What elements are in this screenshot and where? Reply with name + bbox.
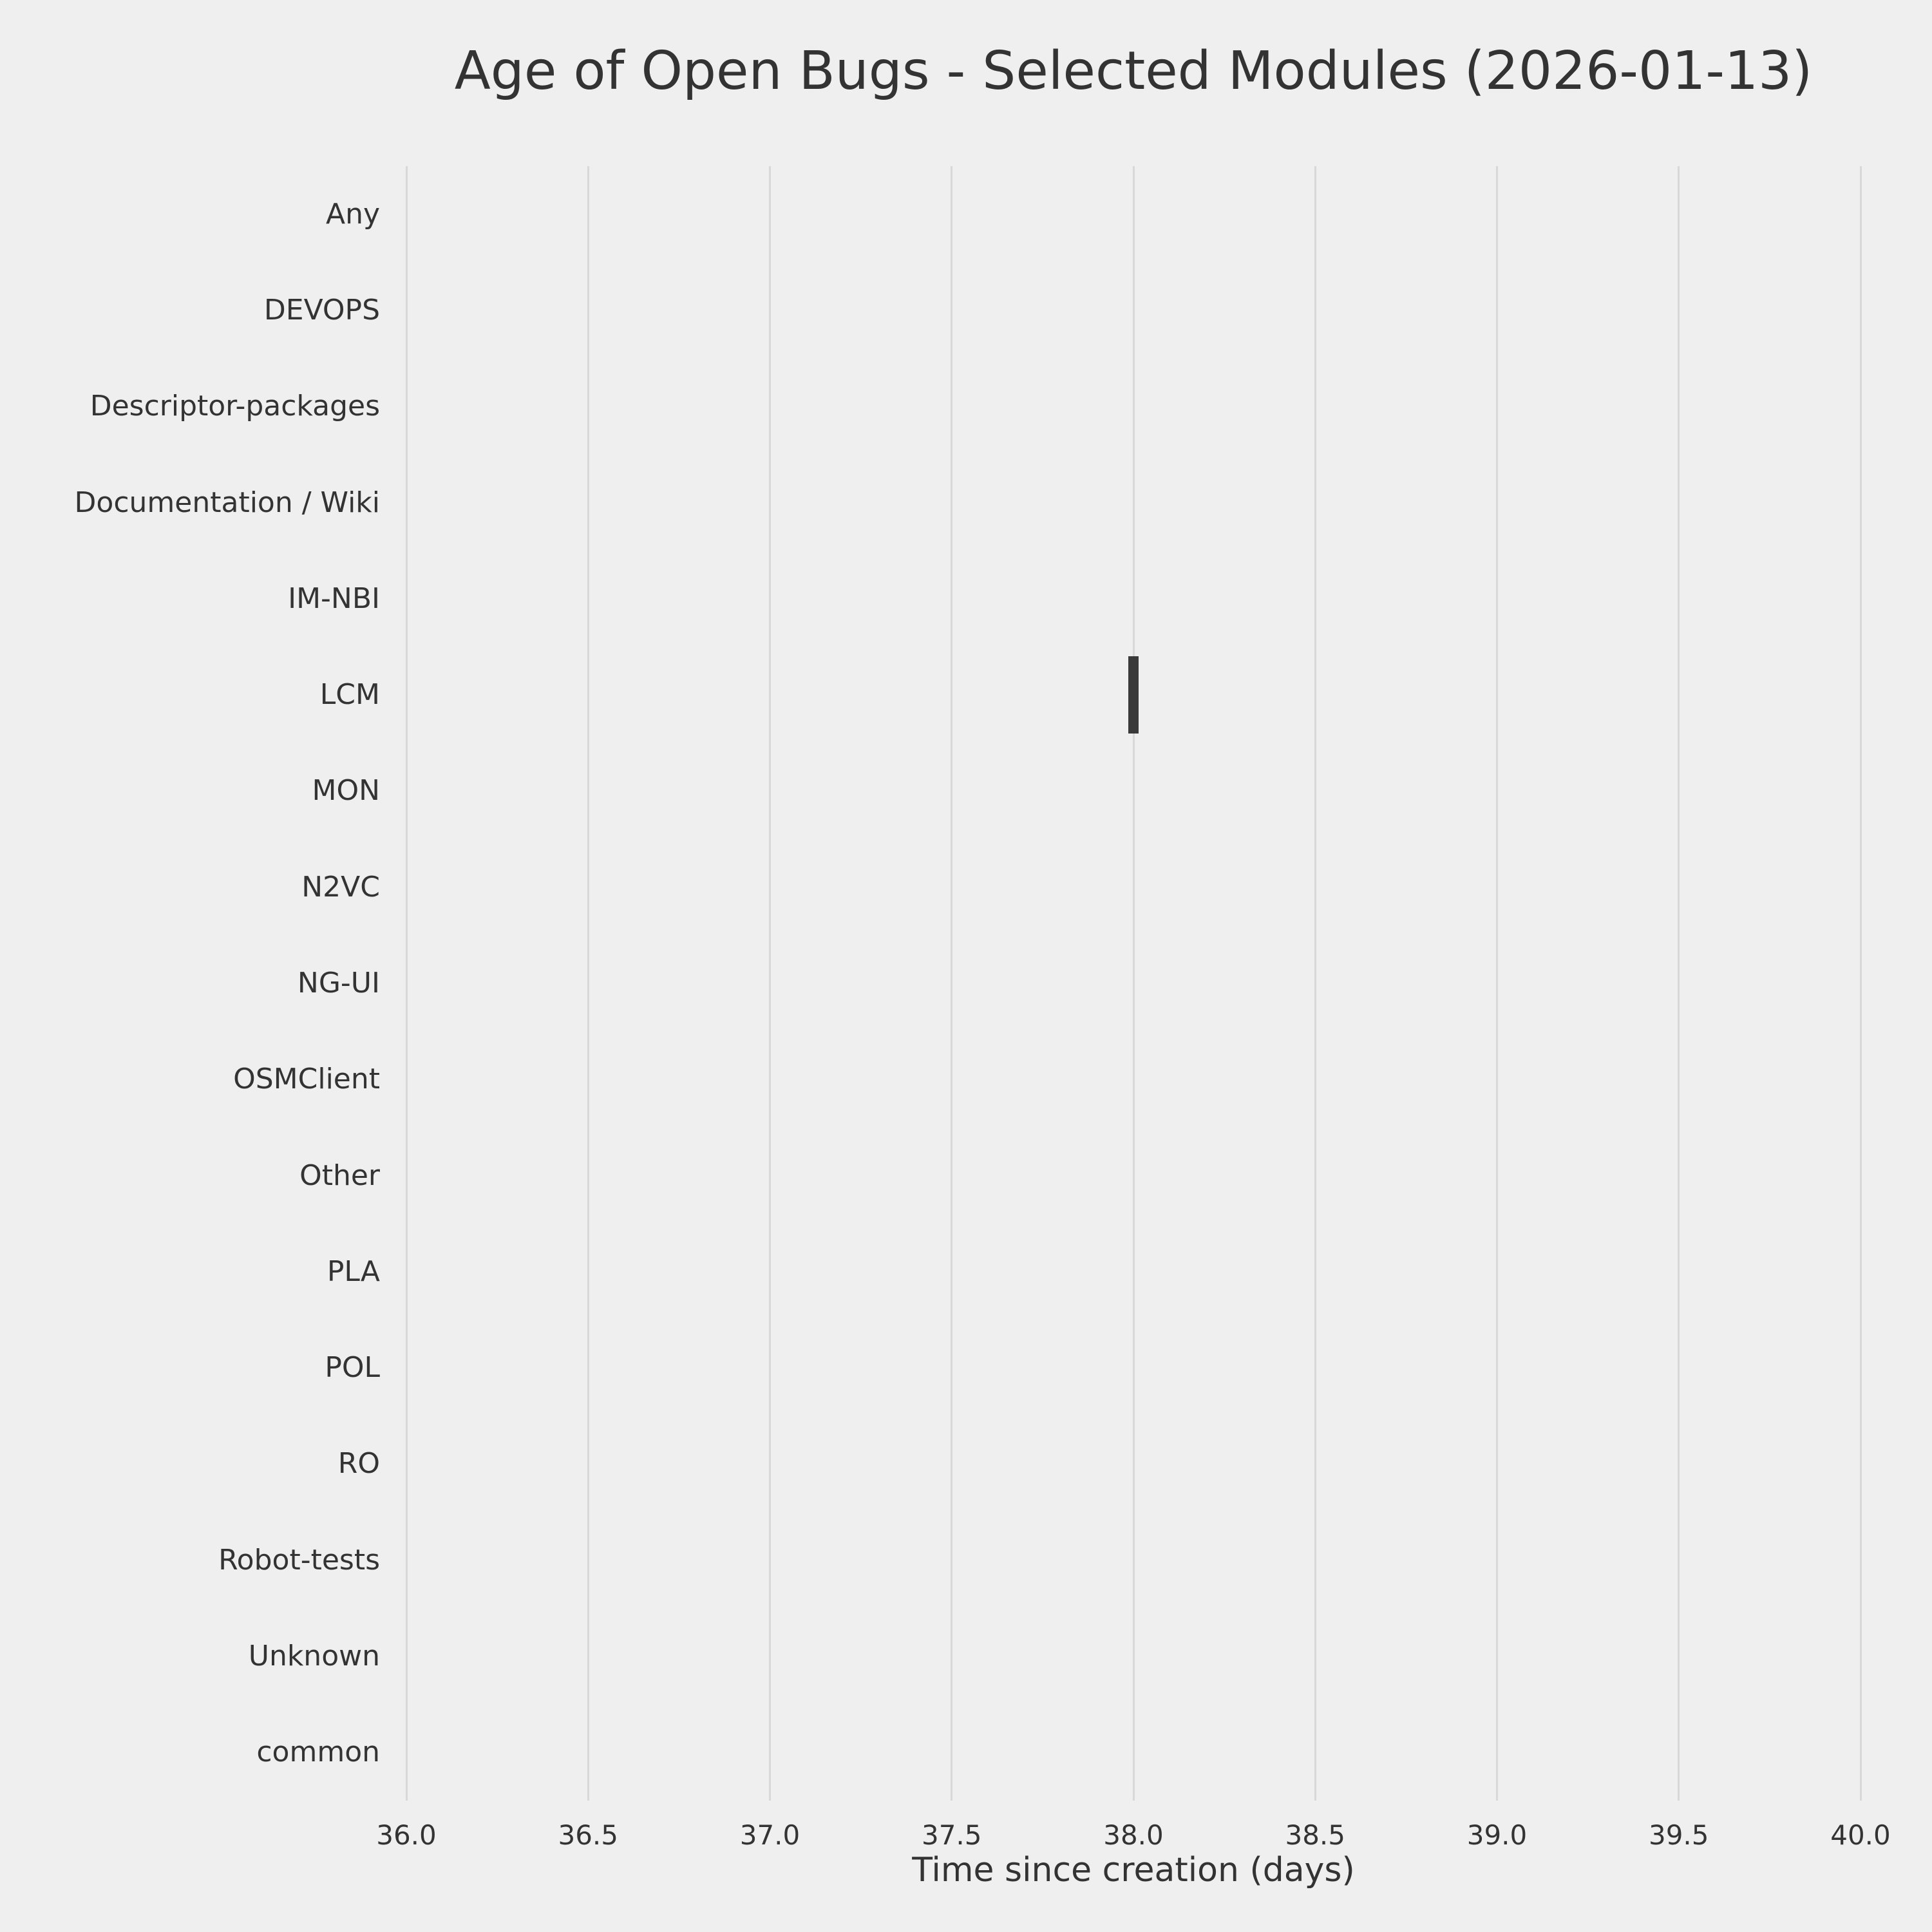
x-tick-label: 36.5 (558, 1819, 618, 1851)
x-tick-label: 37.5 (921, 1819, 982, 1851)
y-tick-label: PLA (327, 1255, 380, 1288)
y-tick-label: Robot-tests (218, 1543, 380, 1577)
x-tick-label: 39.5 (1648, 1819, 1709, 1851)
gridline (1678, 166, 1680, 1801)
x-tick-label: 40.0 (1830, 1819, 1891, 1851)
y-tick-label: POL (325, 1351, 380, 1385)
gridline (405, 166, 408, 1801)
y-tick-label: OSMClient (233, 1063, 380, 1096)
y-tick-label: Unknown (248, 1640, 380, 1673)
x-tick-label: 38.0 (1103, 1819, 1164, 1851)
y-tick-label: Descriptor-packages (90, 390, 380, 423)
gridline (1314, 166, 1316, 1801)
gridline (587, 166, 589, 1801)
y-tick-label: RO (337, 1447, 380, 1481)
gridline (769, 166, 771, 1801)
gridline (1132, 166, 1135, 1801)
x-tick-label: 36.0 (376, 1819, 437, 1851)
y-tick-label: DEVOPS (263, 293, 380, 327)
boxplot-mark (1128, 656, 1139, 734)
y-tick-label: LCM (319, 678, 380, 712)
y-tick-label: Documentation / Wiki (74, 486, 380, 519)
y-tick-label: IM-NBI (288, 582, 380, 615)
y-tick-label: common (256, 1736, 380, 1769)
y-tick-label: Any (325, 197, 380, 231)
plot-area (405, 166, 1862, 1801)
y-tick-label: N2VC (301, 870, 380, 904)
x-axis-label: Time since creation (days) (912, 1851, 1355, 1889)
chart-title: Age of Open Bugs - Selected Modules (202… (454, 41, 1813, 102)
gridline (1859, 166, 1862, 1801)
x-tick-label: 38.5 (1285, 1819, 1345, 1851)
x-tick-label: 39.0 (1466, 1819, 1528, 1851)
y-tick-label: NG-UI (297, 967, 380, 999)
x-tick-label: 37.0 (739, 1819, 800, 1851)
y-tick-label: Other (299, 1159, 380, 1192)
y-tick-label: MON (312, 774, 380, 808)
gridline (951, 166, 953, 1801)
gridline (1496, 166, 1498, 1801)
